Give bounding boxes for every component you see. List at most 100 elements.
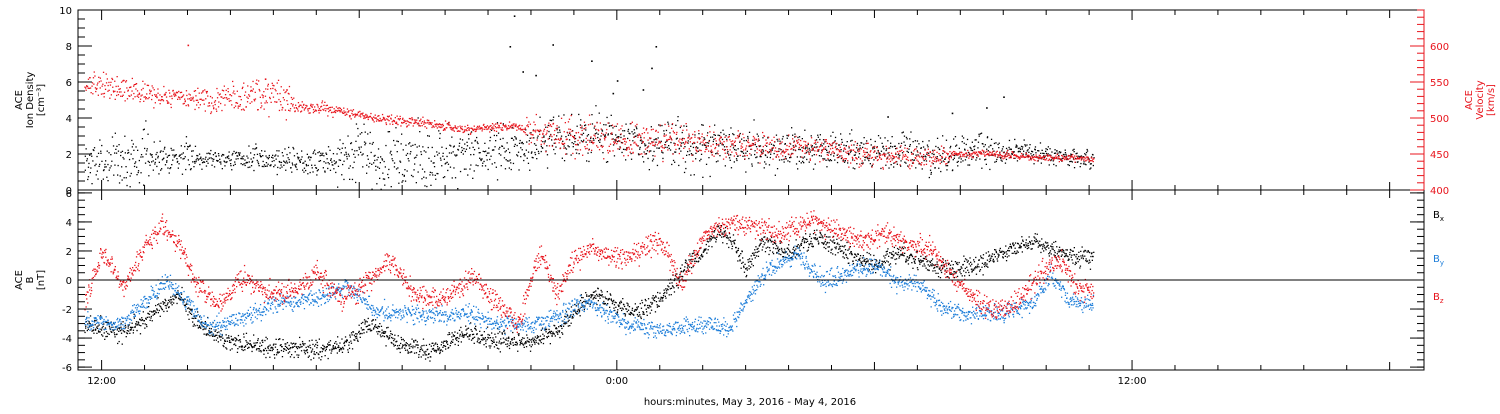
data-point-Bx	[262, 341, 264, 343]
data-point-Bx	[434, 343, 436, 345]
data-point-right	[905, 155, 907, 157]
data-point-Bx	[318, 357, 320, 359]
data-point-right	[381, 113, 384, 116]
data-point-right	[866, 148, 868, 150]
data-point-left	[490, 155, 492, 157]
data-point-right	[99, 77, 101, 79]
data-point-left	[470, 131, 473, 133]
data-point-Bx	[104, 327, 107, 329]
data-point-right	[472, 128, 474, 130]
data-point-Bx	[85, 327, 87, 329]
data-point-left	[876, 155, 878, 158]
data-point-left	[379, 177, 381, 179]
data-point-Bx	[465, 334, 467, 336]
data-point-left	[958, 147, 960, 149]
data-point-left	[650, 150, 652, 152]
data-point-right	[934, 158, 936, 160]
data-point-right	[238, 95, 240, 98]
data-point-left	[928, 140, 930, 142]
data-point-left	[997, 143, 999, 146]
data-point-left	[503, 157, 506, 159]
data-point-Bx	[504, 338, 506, 341]
data-point-right	[607, 152, 609, 154]
data-point-right	[289, 108, 292, 110]
data-point-right	[317, 109, 320, 112]
data-point-left	[399, 161, 402, 163]
data-point-Bx	[117, 327, 119, 329]
data-point-left	[663, 130, 665, 132]
data-point-Bx	[478, 338, 480, 340]
data-point-Bx	[465, 325, 467, 327]
data-point-right	[251, 101, 253, 103]
data-point-right	[221, 96, 223, 98]
data-point-left	[693, 174, 695, 176]
data-point-right	[977, 151, 980, 153]
data-point-right	[635, 143, 637, 145]
data-point-right	[410, 122, 412, 124]
data-point-right	[765, 149, 767, 152]
data-point-left	[387, 177, 390, 179]
data-point-left	[159, 151, 161, 153]
data-point-left	[185, 168, 187, 171]
data-point-Bx	[313, 353, 315, 355]
data-point-left	[220, 161, 222, 163]
data-point-right	[420, 122, 423, 124]
data-point-Bx	[427, 348, 429, 350]
data-point-right	[385, 122, 387, 124]
data-point-left	[1026, 144, 1028, 146]
data-point-left	[208, 157, 210, 159]
data-point-right	[1093, 158, 1095, 160]
data-point-left	[436, 154, 439, 156]
data-point-left	[926, 153, 928, 155]
data-point-right	[864, 147, 866, 149]
data-point-right	[146, 84, 148, 86]
data-point-right	[491, 128, 493, 130]
data-point-right	[172, 89, 174, 92]
data-point-right	[447, 122, 449, 125]
data-point-left	[399, 160, 401, 162]
data-point-right	[586, 144, 588, 146]
data-point-left	[864, 156, 866, 158]
data-point-left	[398, 172, 400, 174]
data-point-left	[988, 146, 990, 148]
data-point-left	[855, 147, 858, 149]
data-point-left	[887, 140, 889, 142]
data-point-Bx	[361, 329, 363, 331]
data-point-Bx	[160, 302, 162, 304]
data-point-left	[821, 149, 823, 151]
data-point-left	[180, 157, 182, 159]
data-point-Bx	[118, 327, 121, 329]
data-point-Bx	[118, 340, 120, 343]
data-point-right	[513, 123, 515, 125]
data-point-Bx	[322, 348, 324, 350]
data-point-Bx	[530, 341, 533, 343]
data-point-Bx	[159, 305, 161, 307]
data-point-right	[549, 125, 551, 127]
data-point-right	[363, 116, 365, 118]
data-point-right	[371, 117, 373, 119]
data-point-left	[941, 157, 943, 159]
data-point-left	[557, 131, 559, 134]
data-point-right	[882, 153, 885, 155]
data-point-right	[761, 153, 763, 155]
data-point-Bx	[223, 342, 225, 345]
data-point-right	[570, 134, 572, 137]
data-point-left	[530, 132, 532, 134]
data-point-left	[641, 142, 643, 144]
data-point-right	[123, 91, 126, 93]
data-point-Bx	[384, 331, 387, 333]
data-point-right	[801, 149, 803, 152]
data-point-left	[525, 149, 527, 151]
data-point-Bx	[168, 306, 170, 309]
data-point-right	[127, 90, 129, 92]
data-point-left	[357, 154, 360, 156]
data-point-left	[307, 173, 309, 175]
data-point-right	[491, 123, 494, 125]
data-point-right	[568, 118, 571, 120]
data-point-left	[763, 167, 765, 169]
data-point-left	[488, 152, 490, 154]
data-point-right	[794, 149, 796, 151]
data-point-right	[583, 121, 586, 123]
data-point-right	[567, 132, 569, 134]
data-point-right	[961, 152, 963, 154]
